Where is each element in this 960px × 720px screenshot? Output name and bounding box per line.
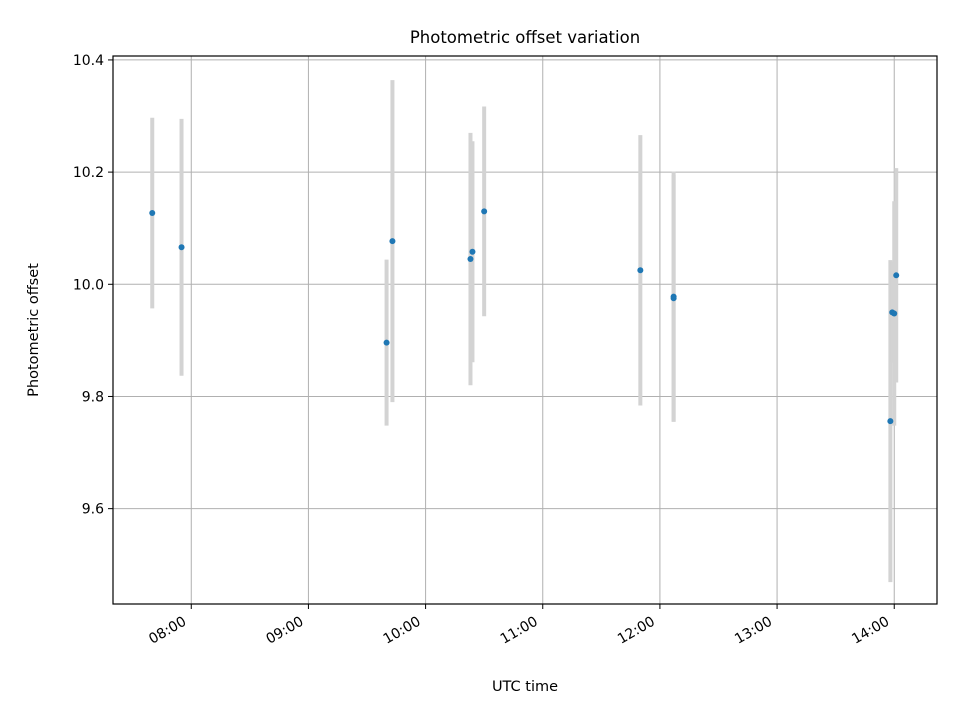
y-tick-label: 10.2 [73, 165, 104, 181]
data-point [467, 256, 474, 263]
data-point [887, 418, 894, 425]
chart-title: Photometric offset variation [410, 28, 640, 47]
data-point [383, 339, 390, 346]
data-point [637, 267, 644, 274]
data-point [891, 310, 898, 317]
y-axis-label: Photometric offset [26, 263, 42, 397]
y-tick-label: 9.8 [82, 389, 104, 405]
point-layer [149, 208, 900, 425]
data-point [389, 238, 396, 245]
data-point [670, 295, 677, 302]
axes-frame [112, 55, 938, 605]
y-tick-label: 9.6 [82, 502, 104, 518]
data-point [178, 244, 185, 251]
grid-layer [113, 56, 937, 604]
data-point [893, 272, 900, 279]
y-tick-label: 10.4 [73, 53, 104, 69]
data-point [469, 248, 476, 255]
data-point [481, 208, 488, 215]
x-axis-label: UTC time [492, 679, 558, 695]
y-tick-label: 10.0 [73, 277, 104, 293]
data-point [149, 210, 156, 217]
